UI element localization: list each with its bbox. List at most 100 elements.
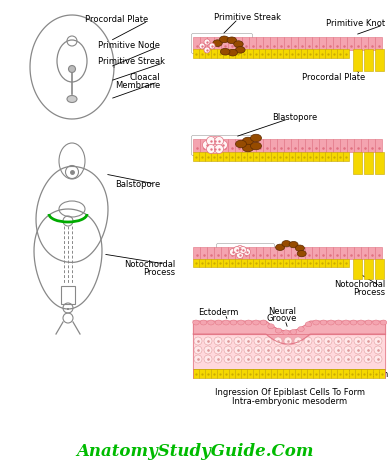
Bar — [214, 140, 221, 153]
Circle shape — [236, 246, 243, 253]
Ellipse shape — [268, 324, 274, 329]
Bar — [284, 38, 291, 51]
Circle shape — [294, 337, 302, 345]
Circle shape — [284, 355, 292, 363]
Circle shape — [234, 346, 242, 354]
Text: Membrane: Membrane — [115, 80, 160, 89]
Bar — [270, 248, 277, 259]
Bar — [284, 248, 291, 259]
Bar — [205, 153, 211, 162]
Circle shape — [215, 145, 223, 154]
Ellipse shape — [234, 42, 243, 49]
Bar — [199, 259, 205, 268]
Bar — [375, 38, 381, 51]
FancyBboxPatch shape — [191, 34, 252, 54]
Bar — [326, 38, 333, 51]
Bar — [200, 140, 207, 153]
Text: Ingression Of Epiblast Cells To Form: Ingression Of Epiblast Cells To Form — [215, 387, 365, 397]
Ellipse shape — [253, 320, 259, 325]
Bar — [353, 153, 362, 175]
Bar — [277, 259, 283, 268]
Bar — [253, 369, 259, 378]
Circle shape — [274, 346, 282, 354]
Circle shape — [364, 346, 372, 354]
Bar — [326, 248, 333, 259]
Bar — [61, 287, 75, 304]
Bar — [259, 259, 265, 268]
Bar — [256, 248, 262, 259]
Ellipse shape — [260, 320, 267, 325]
Circle shape — [244, 355, 252, 363]
Bar — [331, 369, 337, 378]
Text: Process: Process — [353, 288, 385, 297]
Bar — [295, 153, 301, 162]
Bar — [319, 50, 325, 59]
Ellipse shape — [243, 145, 254, 152]
Ellipse shape — [230, 320, 237, 325]
Circle shape — [202, 141, 211, 150]
Bar — [301, 369, 307, 378]
Ellipse shape — [305, 322, 312, 327]
Text: Primitive Node: Primitive Node — [98, 41, 160, 50]
Bar — [205, 369, 211, 378]
Ellipse shape — [208, 320, 214, 325]
Bar — [343, 369, 349, 378]
Ellipse shape — [380, 320, 387, 325]
FancyBboxPatch shape — [191, 136, 259, 156]
Circle shape — [204, 355, 212, 363]
Circle shape — [274, 355, 282, 363]
Bar — [241, 369, 247, 378]
Bar — [247, 259, 253, 268]
Ellipse shape — [213, 41, 222, 48]
Ellipse shape — [283, 330, 289, 335]
Circle shape — [374, 346, 382, 354]
Bar — [291, 248, 298, 259]
Bar — [361, 140, 368, 153]
Bar — [229, 259, 235, 268]
FancyBboxPatch shape — [216, 244, 275, 262]
Ellipse shape — [250, 135, 262, 142]
Bar — [301, 153, 307, 162]
Bar — [343, 259, 349, 268]
Bar — [265, 259, 271, 268]
Circle shape — [354, 337, 362, 345]
Circle shape — [314, 346, 322, 354]
Ellipse shape — [243, 138, 254, 146]
Ellipse shape — [289, 242, 298, 248]
Text: Cloacal: Cloacal — [129, 73, 160, 82]
Ellipse shape — [298, 327, 304, 332]
Bar — [205, 259, 211, 268]
Bar — [295, 259, 301, 268]
Bar — [217, 50, 223, 59]
Bar — [228, 140, 235, 153]
Text: Primitive Streak: Primitive Streak — [98, 58, 165, 66]
Bar — [211, 369, 217, 378]
Circle shape — [334, 355, 342, 363]
Bar — [211, 153, 217, 162]
Bar — [319, 248, 326, 259]
Circle shape — [209, 44, 215, 50]
Bar — [200, 38, 207, 51]
Circle shape — [354, 346, 362, 354]
Bar — [211, 50, 217, 59]
Ellipse shape — [193, 320, 199, 325]
Circle shape — [214, 346, 222, 354]
Bar — [259, 50, 265, 59]
Circle shape — [364, 337, 372, 345]
Ellipse shape — [238, 320, 244, 325]
Circle shape — [206, 145, 216, 154]
Bar — [298, 38, 305, 51]
Bar — [325, 259, 331, 268]
Bar — [199, 369, 205, 378]
Bar — [242, 248, 248, 259]
Circle shape — [314, 337, 322, 345]
Bar — [375, 248, 381, 259]
Text: Intra-embryonic mesoderm: Intra-embryonic mesoderm — [232, 397, 347, 406]
Circle shape — [304, 337, 312, 345]
Bar — [228, 38, 235, 51]
Text: Notochordal: Notochordal — [124, 260, 175, 269]
Text: Notochordal: Notochordal — [334, 280, 385, 289]
Circle shape — [215, 137, 223, 146]
Bar — [277, 248, 284, 259]
Circle shape — [204, 346, 212, 354]
